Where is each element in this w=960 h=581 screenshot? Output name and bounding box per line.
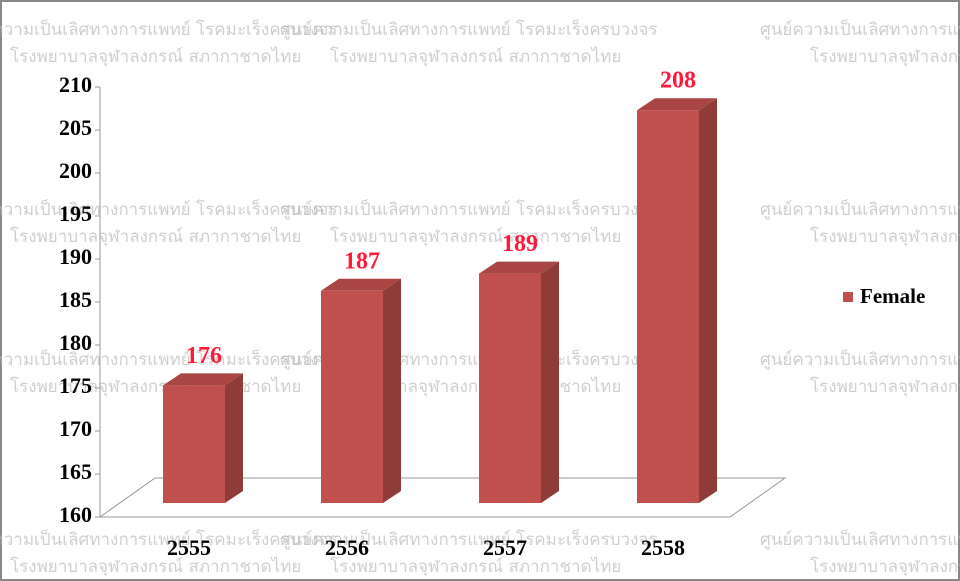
watermark: ศูนย์ความเป็นเลิศทางการแพทย์ โรคมะเร็งคร… (0, 528, 338, 550)
watermark: ศูนย์ความเป็นเลิศทางการแพทย์ โรคมะเร็งคร… (760, 348, 960, 370)
bar-side (541, 261, 559, 503)
watermark: โรงพยาบาลจุฬาลงกรณ์ สภากาชาดไทย (10, 376, 301, 397)
value-label: 176 (186, 343, 222, 369)
legend-label: Female (860, 284, 925, 308)
x-tick-label: 2557 (483, 535, 527, 560)
x-tick-label: 2555 (167, 535, 211, 560)
y-tick-label: 170 (59, 416, 92, 441)
watermark: ศูนย์ความเป็นเลิศทางการแพทย์ โรคมะเร็งคร… (0, 348, 338, 370)
bar (321, 290, 383, 503)
watermark: โรงพยาบาลจุฬาลงกรณ์ สภากาชาดไทย (810, 226, 960, 247)
bar-top (321, 278, 401, 291)
watermark: ศูนย์ความเป็นเลิศทางการแพทย์ โรคมะเร็งคร… (0, 18, 338, 40)
bar-top (479, 261, 559, 274)
floor (98, 477, 787, 518)
watermark: ศูนย์ความเป็นเลิศทางการแพทย์ โรคมะเร็งคร… (760, 198, 960, 220)
watermark: โรงพยาบาลจุฬาลงกรณ์ สภากาชาดไทย (10, 556, 301, 577)
value-label: 187 (344, 248, 380, 274)
y-tick-label: 200 (59, 158, 92, 183)
watermark: ศูนย์ความเป็นเลิศทางการแพทย์ โรคมะเร็งคร… (0, 198, 338, 220)
watermark: โรงพยาบาลจุฬาลงกรณ์ สภากาชาดไทย (810, 46, 960, 67)
watermark: ศูนย์ความเป็นเลิศทางการแพทย์ โรคมะเร็งคร… (760, 528, 960, 550)
bar (637, 110, 699, 503)
watermark: โรงพยาบาลจุฬาลงกรณ์ สภากาชาดไทย (330, 46, 621, 67)
watermark: ศูนย์ความเป็นเลิศทางการแพทย์ โรคมะเร็งคร… (280, 18, 658, 40)
watermark: โรงพยาบาลจุฬาลงกรณ์ สภากาชาดไทย (330, 556, 621, 577)
watermark: โรงพยาบาลจุฬาลงกรณ์ สภากาชาดไทย (10, 46, 301, 67)
y-tick-label: 185 (59, 287, 92, 312)
y-tick-label: 195 (59, 201, 92, 226)
watermark: ศูนย์ความเป็นเลิศทางการแพทย์ โรคมะเร็งคร… (280, 528, 658, 550)
y-tick-label: 175 (59, 373, 92, 398)
bar-top (163, 373, 243, 386)
bar (163, 385, 225, 503)
y-tick-label: 180 (59, 330, 92, 355)
bar (479, 273, 541, 503)
watermark: ศูนย์ความเป็นเลิศทางการแพทย์ โรคมะเร็งคร… (280, 198, 658, 220)
watermark: โรงพยาบาลจุฬาลงกรณ์ สภากาชาดไทย (810, 376, 960, 397)
watermark: ศูนย์ความเป็นเลิศทางการแพทย์ โรคมะเร็งคร… (760, 18, 960, 40)
y-tick-label: 210 (59, 72, 92, 97)
y-tick-label: 160 (59, 502, 92, 527)
y-tick-label: 165 (59, 459, 92, 484)
x-tick-label: 2556 (325, 535, 369, 560)
y-tick-label: 190 (59, 244, 92, 269)
bar-side (383, 278, 401, 503)
watermark: โรงพยาบาลจุฬาลงกรณ์ สภากาชาดไทย (10, 226, 301, 247)
watermark: โรงพยาบาลจุฬาลงกรณ์ สภากาชาดไทย (810, 556, 960, 577)
bar-top (637, 98, 717, 111)
value-label: 189 (502, 231, 538, 257)
bar-side (699, 98, 717, 503)
legend-swatch (843, 292, 853, 302)
value-label: 208 (660, 68, 696, 94)
y-tick-label: 205 (59, 115, 92, 140)
watermark: โรงพยาบาลจุฬาลงกรณ์ สภากาชาดไทย (330, 226, 621, 247)
bar-side (225, 373, 243, 503)
x-tick-label: 2558 (641, 535, 685, 560)
